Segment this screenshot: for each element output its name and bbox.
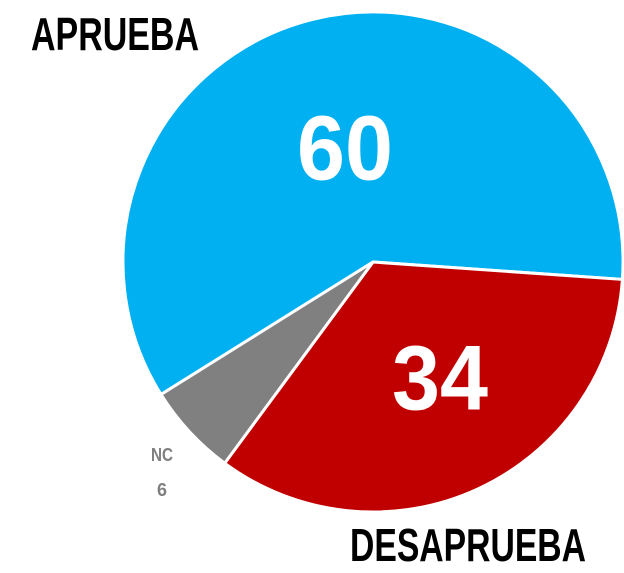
category-label: NC <box>151 445 173 465</box>
value-label: 60 <box>297 97 393 199</box>
pie-slice <box>121 10 624 397</box>
category-label: DESAPRUEBA <box>350 519 586 571</box>
pie-slice <box>158 260 375 466</box>
category-label: APRUEBA <box>31 8 199 60</box>
value-label: 34 <box>392 327 488 429</box>
value-label: 6 <box>157 480 167 500</box>
pie-slice <box>222 260 624 514</box>
